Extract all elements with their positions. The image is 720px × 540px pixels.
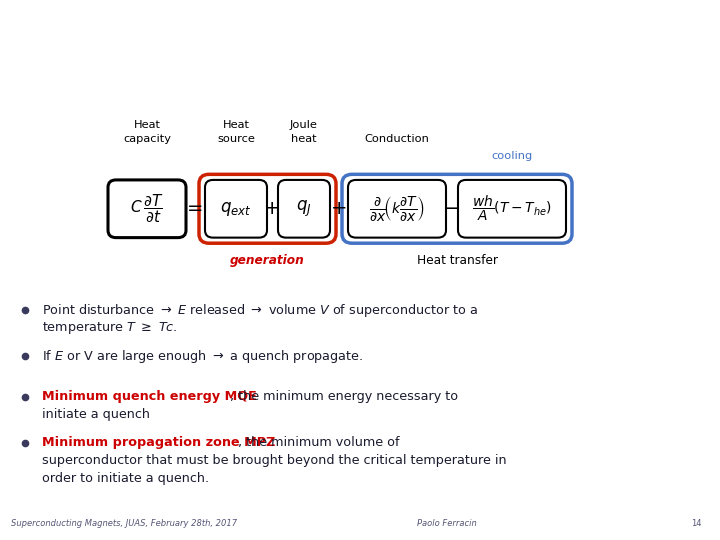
FancyBboxPatch shape: [205, 180, 267, 238]
Text: Conduction: Conduction: [364, 133, 429, 144]
Text: Heat
source: Heat source: [217, 120, 255, 144]
Text: Paolo Ferracin: Paolo Ferracin: [417, 519, 476, 528]
Text: temperature $\mathit{T}$ $\geq$ $\mathit{Tc}$.: temperature $\mathit{T}$ $\geq$ $\mathit…: [42, 320, 178, 336]
Text: Heat
capacity: Heat capacity: [123, 120, 171, 144]
Text: $q_J$: $q_J$: [296, 199, 312, 219]
Text: Point disturbance $\rightarrow$ $\mathit{E}$ released $\rightarrow$ volume $\mat: Point disturbance $\rightarrow$ $\mathit…: [42, 302, 478, 319]
Text: Quench: Quench: [325, 16, 395, 34]
Text: $C\,\dfrac{\partial T}{\partial t}$: $C\,\dfrac{\partial T}{\partial t}$: [130, 192, 163, 225]
Text: Minimum quench energy MQE: Minimum quench energy MQE: [42, 390, 257, 403]
FancyBboxPatch shape: [458, 180, 566, 238]
FancyBboxPatch shape: [278, 180, 330, 238]
Text: , the minimum volume of: , the minimum volume of: [238, 436, 400, 449]
FancyBboxPatch shape: [348, 180, 446, 238]
Text: , the minimum energy necessary to: , the minimum energy necessary to: [230, 390, 458, 403]
Text: +: +: [330, 199, 347, 218]
Text: 14: 14: [691, 519, 702, 528]
Text: Minimum propagation zone MPZ: Minimum propagation zone MPZ: [42, 436, 275, 449]
Text: Joule
heat: Joule heat: [290, 120, 318, 144]
Text: −: −: [444, 199, 460, 218]
Text: CERN: CERN: [22, 30, 50, 39]
Text: $\dfrac{\partial}{\partial x}\!\left(k\dfrac{\partial T}{\partial x}\right)$: $\dfrac{\partial}{\partial x}\!\left(k\d…: [369, 194, 425, 223]
Text: Point disturbances: Point disturbances: [296, 48, 424, 62]
Text: generation: generation: [230, 254, 305, 267]
Text: Superconducting Magnets, JUAS, February 28th, 2017: Superconducting Magnets, JUAS, February …: [11, 519, 237, 528]
Text: superconductor that must be brought beyond the critical temperature in: superconductor that must be brought beyo…: [42, 454, 507, 467]
Text: If $\mathit{E}$ or V are large enough $\rightarrow$ a quench propagate.: If $\mathit{E}$ or V are large enough $\…: [42, 348, 363, 364]
Text: initiate a quench: initiate a quench: [42, 408, 150, 421]
Text: +: +: [264, 199, 281, 218]
FancyBboxPatch shape: [108, 180, 186, 238]
Text: cooling: cooling: [491, 151, 533, 161]
Text: $q_{ext}$: $q_{ext}$: [220, 200, 252, 218]
Text: Heat transfer: Heat transfer: [417, 254, 498, 267]
Text: $\dfrac{wh}{A}(T - T_{he})$: $\dfrac{wh}{A}(T - T_{he})$: [472, 194, 552, 224]
Text: order to initiate a quench.: order to initiate a quench.: [42, 472, 209, 485]
Text: =: =: [187, 199, 204, 218]
